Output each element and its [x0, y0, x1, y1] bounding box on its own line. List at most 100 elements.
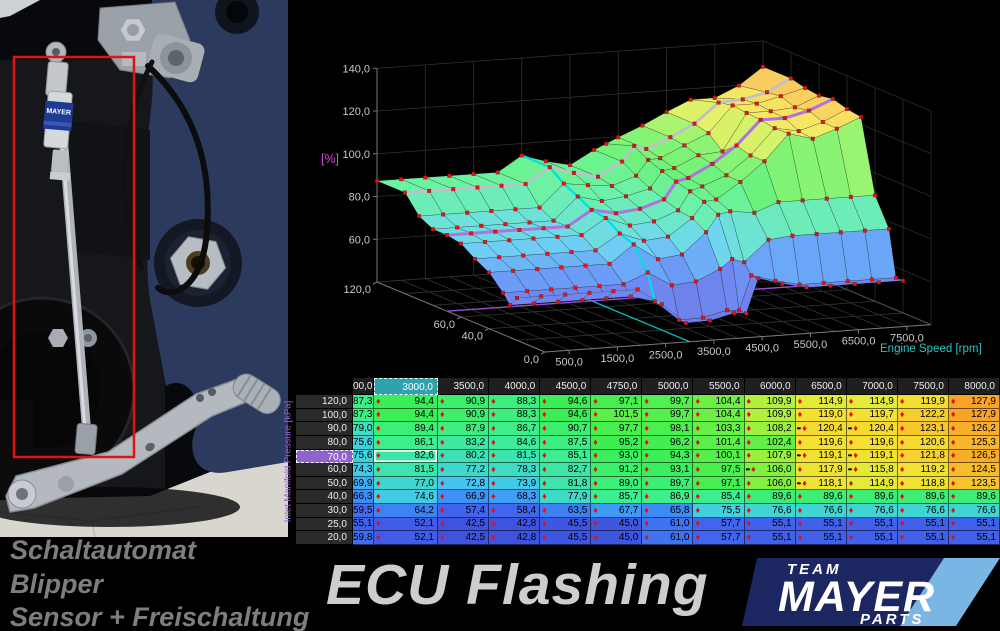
map-cell[interactable]: ♦ 88,3 [489, 395, 541, 409]
data-point-marker[interactable] [672, 166, 677, 171]
data-point-marker[interactable] [686, 175, 691, 180]
data-point-marker[interactable] [610, 183, 615, 188]
data-point-marker[interactable] [820, 120, 825, 125]
data-point-marker[interactable] [730, 257, 735, 262]
data-point-marker[interactable] [776, 200, 781, 205]
data-point-marker[interactable] [537, 205, 542, 210]
col-header-4000_0[interactable]: 4000,0 [489, 378, 541, 395]
map-cell[interactable]: ♦ 85,4 [693, 490, 745, 504]
data-point-marker[interactable] [628, 294, 633, 299]
map-cell[interactable]: ♦ 99,7 [642, 395, 694, 409]
data-point-marker[interactable] [720, 149, 725, 154]
data-point-marker[interactable] [662, 197, 667, 202]
map-cell[interactable]: ♦ 86,1 [374, 435, 438, 450]
map-cell[interactable]: ♦ 119,0 [795, 408, 847, 423]
map-cell[interactable]: ♦ 109,9 [744, 408, 796, 423]
data-point-marker[interactable] [579, 233, 584, 238]
data-point-marker[interactable] [547, 165, 552, 170]
data-point-marker[interactable] [764, 90, 769, 95]
data-point-marker[interactable] [451, 187, 456, 192]
data-point-marker[interactable] [674, 179, 679, 184]
map-cell[interactable]: 74,3 [353, 463, 374, 477]
map-cell[interactable]: ♦ 74,6 [374, 490, 438, 504]
row-header-80_0[interactable]: 80,0 [296, 435, 353, 450]
col-header-4500_0[interactable]: 4500,0 [540, 378, 592, 395]
map-cell[interactable]: 87,3 [353, 395, 374, 409]
map-cell[interactable]: ♦ 77,9 [540, 490, 592, 504]
data-point-marker[interactable] [487, 270, 492, 275]
data-point-marker[interactable] [814, 232, 819, 237]
data-point-marker[interactable] [666, 234, 671, 239]
data-point-marker[interactable] [869, 277, 874, 282]
map-cell[interactable]: ♦ 45,0 [591, 517, 643, 532]
col-header-5000_0[interactable]: 5000,0 [642, 378, 694, 395]
data-point-marker[interactable] [692, 121, 697, 126]
data-point-marker[interactable] [782, 116, 787, 121]
map-cell[interactable]: ♦ 52,1 [374, 531, 438, 545]
map-cell[interactable]: ♦ 119,2 [897, 463, 949, 477]
data-point-marker[interactable] [634, 173, 639, 178]
data-point-marker[interactable] [740, 97, 745, 102]
data-point-marker[interactable] [616, 135, 621, 140]
map-cell[interactable]: ♦ 42,5 [438, 531, 490, 545]
data-point-marker[interactable] [700, 184, 705, 189]
map-cell[interactable]: ♦ 42,8 [489, 517, 541, 532]
map-cell[interactable]: ♦ 61,0 [642, 517, 694, 532]
col-header-7500_0[interactable]: 7500,0 [897, 378, 949, 395]
data-point-marker[interactable] [744, 311, 749, 316]
data-point-marker[interactable] [441, 212, 446, 217]
map-cell[interactable]: ♦ 81,5 [374, 463, 438, 477]
data-point-marker[interactable] [543, 159, 548, 164]
col-header-6000_0[interactable]: 6000,0 [744, 378, 796, 395]
map-cell[interactable]: ♦ 93,1 [642, 463, 694, 477]
map-cell[interactable]: ♦ 55,1 [948, 517, 1000, 532]
data-point-marker[interactable] [475, 185, 480, 190]
map-cell[interactable]: ♦ 58,4 [489, 504, 541, 518]
data-point-marker[interactable] [756, 276, 761, 281]
data-point-marker[interactable] [848, 194, 853, 199]
data-point-marker[interactable] [573, 285, 578, 290]
map-cell[interactable]: ♦ 55,1 [744, 517, 796, 532]
data-point-marker[interactable] [852, 282, 857, 287]
map-cell[interactable]: ♦ 85,7 [591, 490, 643, 504]
map-cell[interactable]: ♦ 81,8 [540, 476, 592, 491]
data-point-marker[interactable] [517, 227, 522, 232]
row-header-20_0[interactable]: 20,0 [296, 531, 353, 545]
col-header-6500_0[interactable]: 6500,0 [795, 378, 847, 395]
map-cell[interactable]: ♦ 125,3 [948, 435, 1000, 450]
data-point-marker[interactable] [532, 301, 537, 306]
map-cell[interactable]: ♦ 127,9 [948, 395, 1000, 409]
data-point-marker[interactable] [632, 143, 637, 148]
map-cell[interactable]: ♦ 89,6 [897, 490, 949, 504]
data-point-marker[interactable] [624, 194, 629, 199]
map-cell[interactable]: ♦ 126,5 [948, 449, 1000, 464]
data-point-marker[interactable] [676, 208, 681, 213]
map-cell[interactable]: ♦ 94,6 [540, 408, 592, 423]
data-point-marker[interactable] [551, 218, 556, 223]
map-cell[interactable]: ♦ 55,1 [846, 517, 898, 532]
map-cell[interactable]: ♦ 104,4 [693, 408, 745, 423]
data-point-marker[interactable] [403, 190, 408, 195]
data-point-marker[interactable] [569, 250, 574, 255]
data-point-marker[interactable] [845, 279, 850, 284]
data-point-marker[interactable] [597, 283, 602, 288]
data-point-marker[interactable] [465, 210, 470, 215]
data-point-marker[interactable] [716, 100, 721, 105]
data-point-marker[interactable] [613, 211, 618, 216]
map-cell[interactable]: 79,0 [353, 422, 374, 436]
data-point-marker[interactable] [831, 96, 836, 101]
map-cell[interactable]: ♦ 90,9 [438, 408, 490, 423]
map-cell[interactable]: ♦ 81,5 [489, 449, 541, 464]
map-cell[interactable]: ♦ 76,6 [744, 504, 796, 518]
row-header-120_0[interactable]: 120,0 [296, 395, 353, 409]
map-cell[interactable]: 75,6 [353, 435, 374, 450]
data-point-marker[interactable] [758, 117, 763, 122]
map-cell[interactable]: ♦ 94,6 [540, 395, 592, 409]
data-point-marker[interactable] [704, 230, 709, 235]
data-point-marker[interactable] [736, 83, 741, 88]
row-header-25_0[interactable]: 25,0 [296, 517, 353, 532]
data-point-marker[interactable] [742, 260, 747, 265]
data-point-marker[interactable] [660, 169, 665, 174]
data-point-marker[interactable] [635, 287, 640, 292]
data-point-marker[interactable] [549, 287, 554, 292]
